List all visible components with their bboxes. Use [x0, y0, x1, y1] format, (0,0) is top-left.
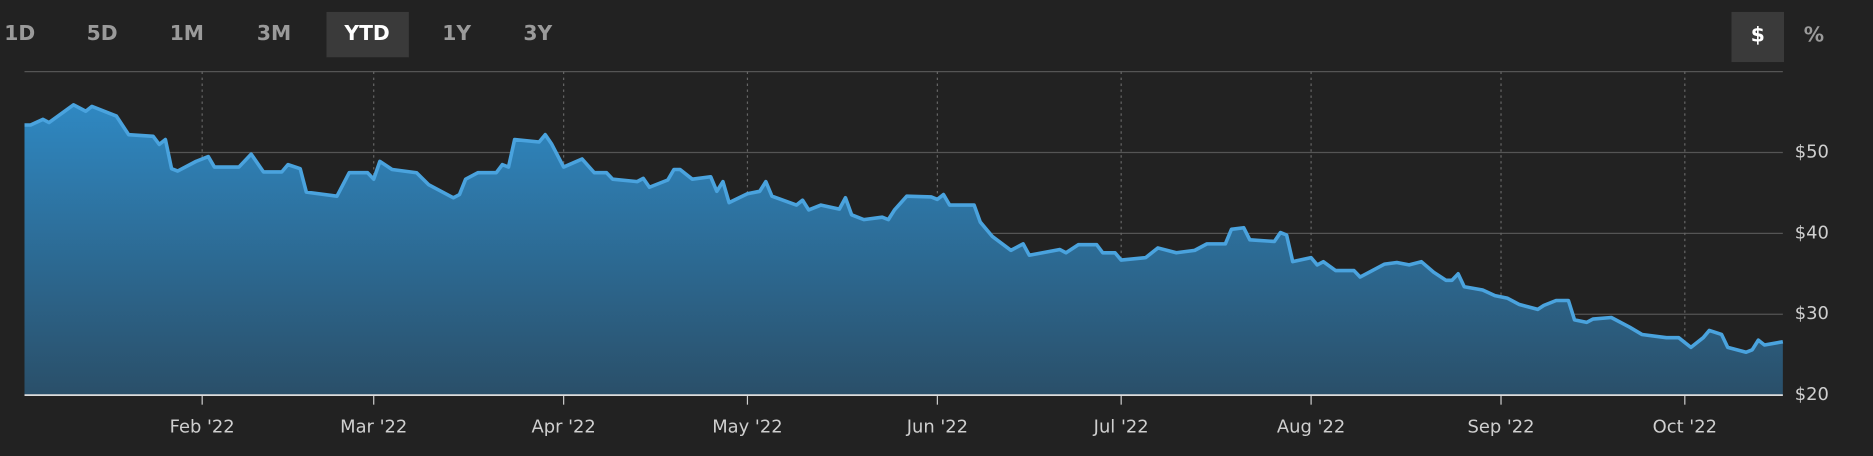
range-button-label: 3M — [257, 21, 291, 45]
y-tick-label: $30 — [1795, 303, 1829, 324]
range-button-label: 5D — [87, 21, 118, 45]
x-tick-label: Jul '22 — [1093, 416, 1149, 437]
range-button-label: 3Y — [523, 21, 552, 45]
x-tick-label: Sep '22 — [1467, 416, 1534, 437]
unit-button[interactable]: % — [1804, 22, 1824, 46]
range-button[interactable]: 3Y — [523, 21, 552, 45]
price-area — [24, 104, 1783, 396]
toolbar: 1D 5D 1M 3M YTD 1Y 3Y $% — [4, 11, 1824, 63]
range-button[interactable]: 1D — [4, 21, 35, 45]
range-button[interactable]: 1M — [170, 21, 204, 45]
y-tick-label: $40 — [1795, 222, 1829, 243]
price-line — [24, 102, 1784, 355]
range-button-label: 1D — [4, 21, 35, 45]
x-tick-label: Aug '22 — [1277, 416, 1345, 437]
x-tick-label: Apr '22 — [531, 416, 595, 437]
plot-area: $20 $30 $40 $50 Feb '22 Mar '22 Apr '22 May '22… — [24, 71, 1829, 437]
range-button-bg — [326, 11, 409, 58]
range-button-label: 1M — [170, 21, 204, 45]
unit-button-label: $ — [1751, 22, 1765, 46]
x-tick-label: May '22 — [712, 416, 782, 437]
x-tick-label: Jun '22 — [906, 416, 968, 437]
y-tick-label: $20 — [1795, 384, 1829, 405]
x-tick-label: Feb '22 — [170, 416, 235, 437]
unit-button-bg — [1731, 11, 1785, 63]
range-button-label: 1Y — [442, 21, 471, 45]
range-button[interactable]: 5D — [87, 21, 118, 45]
x-tick-label: Mar '22 — [340, 416, 407, 437]
range-button[interactable]: YTD — [326, 11, 409, 58]
y-tick-label: $50 — [1795, 141, 1829, 162]
x-tick-label: Oct '22 — [1653, 416, 1717, 437]
unit-button-label: % — [1804, 22, 1824, 46]
range-button[interactable]: 3M — [257, 21, 291, 45]
range-button-label: YTD — [343, 21, 389, 45]
range-button[interactable]: 1Y — [442, 21, 471, 45]
unit-button[interactable]: $ — [1731, 11, 1785, 63]
